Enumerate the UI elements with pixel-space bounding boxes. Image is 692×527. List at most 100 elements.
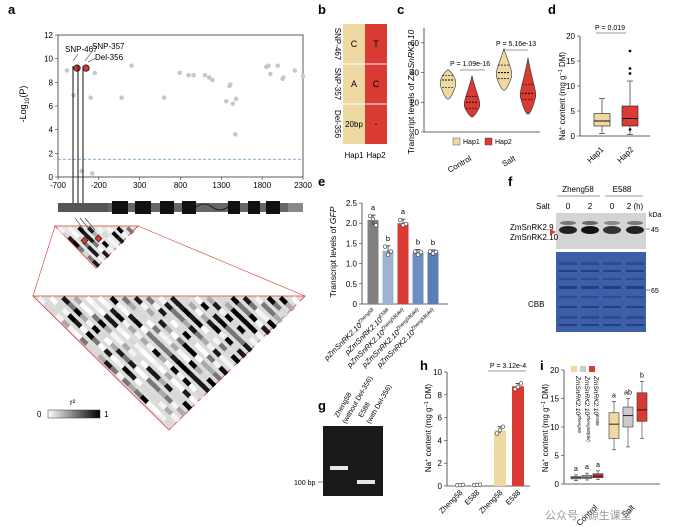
cbb-band bbox=[581, 286, 599, 289]
h-point bbox=[515, 384, 521, 389]
panel-b-haplotype-table: SNP-467 SNP-357 Del-356 C A 20bp T C - H… bbox=[333, 24, 387, 160]
e-point bbox=[412, 249, 418, 254]
i-letter: ab bbox=[624, 390, 632, 397]
panel-h-bar: 0 2 4 6 8 10 Na+ content (mg g−1 DM) P = 3.12… bbox=[424, 363, 530, 515]
cbb-band bbox=[559, 324, 577, 326]
e-letter: a bbox=[401, 207, 406, 216]
a-ytick-label: 6 bbox=[49, 102, 54, 111]
ld-cell bbox=[96, 254, 105, 263]
a-ytick-label: 8 bbox=[49, 78, 54, 87]
ld-cell bbox=[176, 406, 187, 417]
ld-cell bbox=[206, 377, 217, 388]
ld-cell bbox=[260, 324, 271, 336]
ld-cell bbox=[101, 250, 110, 259]
del-356-label: Del-356 bbox=[95, 53, 124, 62]
i-legend-swatch bbox=[589, 366, 595, 372]
a-point bbox=[292, 68, 298, 73]
e-ytick-label: 1.0 bbox=[346, 260, 358, 269]
e-bar bbox=[412, 252, 424, 304]
d-box bbox=[593, 113, 611, 127]
ld-cell bbox=[248, 336, 259, 347]
hap1-snp-467: C bbox=[351, 39, 358, 49]
exon-3 bbox=[160, 201, 174, 214]
ld-cell bbox=[284, 301, 295, 312]
gel-marker-100bp: 100 bp bbox=[294, 480, 316, 487]
cbb-band bbox=[559, 262, 577, 265]
i-ytick-label: 15 bbox=[550, 395, 559, 404]
exon-5 bbox=[228, 201, 240, 214]
r2-legend-title: r² bbox=[70, 398, 76, 407]
ld-cell bbox=[126, 226, 135, 235]
c-violin bbox=[495, 47, 513, 91]
panel-label-f: f bbox=[508, 174, 513, 189]
h-category-label: Zheng58 bbox=[437, 488, 464, 515]
e-letter: b bbox=[386, 234, 390, 243]
cbb-label: CBB bbox=[528, 300, 544, 309]
d-ytick-label: 20 bbox=[566, 32, 575, 41]
a-point bbox=[202, 72, 208, 78]
cbb-band bbox=[603, 270, 621, 272]
panel-a-manhattan: 0 2 4 6 8 10 12 -700 -200 300 800 1300 1800 2300 -Lo… bbox=[18, 31, 312, 205]
ld-cell bbox=[116, 226, 125, 235]
h-bar bbox=[512, 386, 524, 486]
h-category-label: E588 bbox=[463, 488, 482, 507]
row-del-356: Del-356 bbox=[333, 110, 342, 139]
a-point bbox=[266, 63, 272, 69]
a-point bbox=[64, 68, 70, 73]
d-outlier bbox=[628, 67, 632, 70]
legend-hap1-swatch bbox=[452, 137, 461, 146]
cbb-band bbox=[626, 324, 644, 326]
ld-cell bbox=[111, 240, 120, 249]
a-point bbox=[90, 171, 95, 176]
ld-cell bbox=[106, 226, 115, 235]
legend-hap2-swatch bbox=[484, 137, 493, 146]
gene-structure bbox=[58, 201, 303, 214]
ld-cell bbox=[116, 235, 125, 244]
c-ytick-label: 20 bbox=[410, 98, 419, 107]
ld-cell bbox=[236, 348, 247, 359]
panel-a-xticks: -700 -200 300 800 1300 1800 2300 bbox=[50, 177, 312, 190]
ld-cell bbox=[169, 412, 181, 423]
ld-cell bbox=[87, 245, 96, 254]
panel-h-pvalue: P = 3.12e-4 bbox=[490, 363, 526, 370]
r2-legend: r² 0 1 bbox=[37, 398, 109, 419]
e-bar bbox=[367, 219, 379, 304]
exon-6 bbox=[248, 201, 260, 214]
panel-c-pvalue-control: P = 1.09e-16 bbox=[450, 61, 490, 68]
ld-cell bbox=[96, 226, 105, 235]
ld-cell bbox=[77, 226, 86, 235]
i-letter: a bbox=[612, 392, 616, 399]
cbb-band bbox=[559, 316, 577, 319]
e-letter: b bbox=[431, 238, 435, 247]
d-outlier bbox=[628, 128, 632, 131]
ld-cell bbox=[194, 388, 205, 400]
i-ytick-label: 10 bbox=[550, 423, 559, 432]
ld-cell bbox=[188, 394, 199, 405]
ld-cell bbox=[242, 342, 253, 353]
panel-label-e: e bbox=[318, 174, 325, 189]
panel-d-pvalue: P = 0.019 bbox=[595, 25, 625, 32]
c-violin bbox=[439, 69, 457, 100]
ld-highlight-cell bbox=[80, 236, 89, 245]
h-point bbox=[477, 482, 483, 487]
cbb-band bbox=[559, 278, 577, 280]
ld-cell bbox=[87, 226, 96, 235]
e-point bbox=[370, 217, 376, 222]
hap2-snp-467: T bbox=[373, 39, 379, 49]
ld-cell bbox=[106, 245, 115, 254]
e-point bbox=[385, 252, 391, 257]
a-point bbox=[92, 70, 98, 76]
gene-bar bbox=[58, 203, 303, 212]
cbb-band bbox=[626, 296, 644, 298]
panel-i-ylabel: Na+ content (mg g−1 DM) bbox=[541, 384, 550, 473]
e-bar bbox=[427, 252, 439, 304]
d-outlier bbox=[628, 49, 632, 53]
panel-d-boxplot: 0 5 10 15 20 Na+ content (mg g−1 DM) P = 0.0… bbox=[558, 25, 650, 165]
panel-d-cat-hap1: Hap1 bbox=[586, 145, 606, 165]
a-point bbox=[119, 95, 124, 101]
blot-time-1: 0 bbox=[566, 202, 571, 211]
blot-protein-label-2: ZmSnRK2.10 bbox=[510, 233, 559, 242]
panel-label-i: i bbox=[540, 358, 544, 373]
ld-cell bbox=[67, 235, 76, 244]
blot-time-4: 2 (h) bbox=[627, 202, 644, 211]
